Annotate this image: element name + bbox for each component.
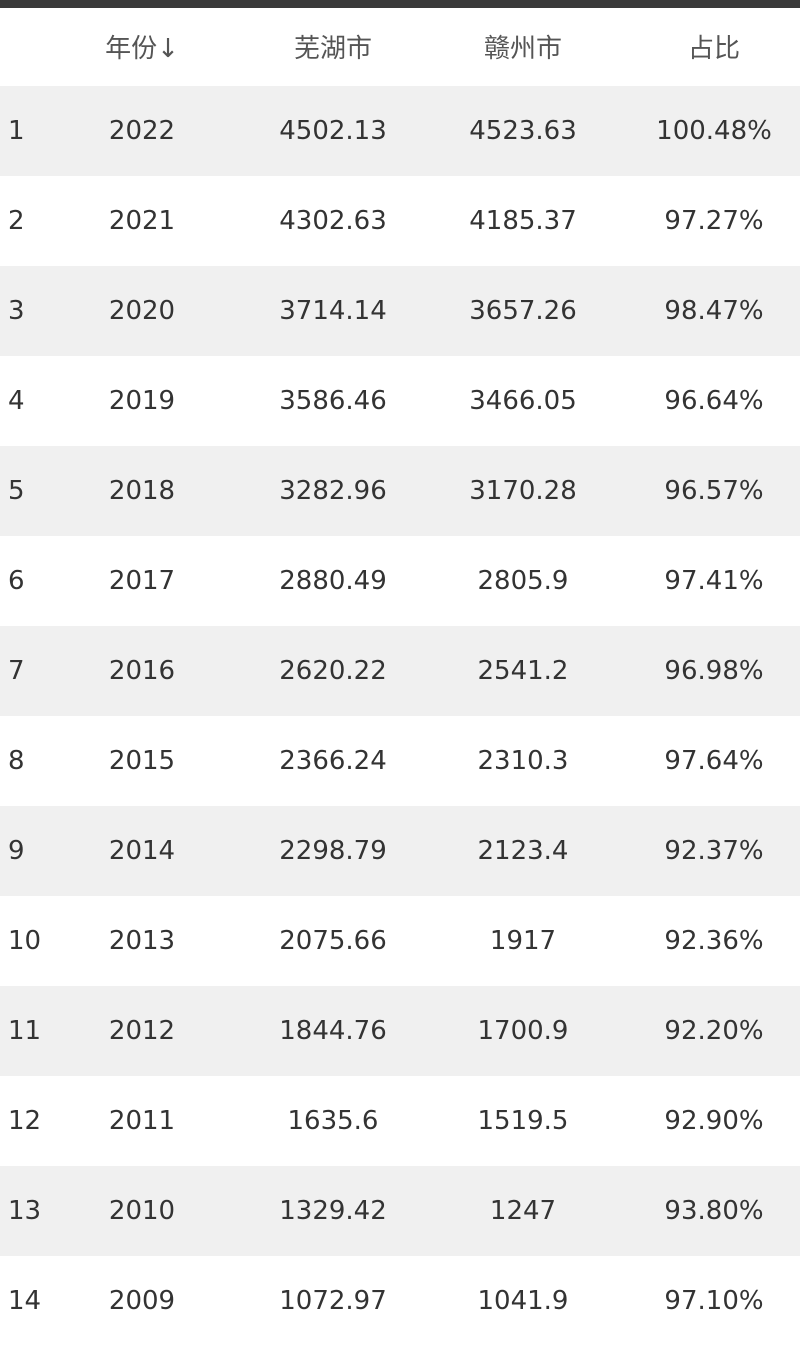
row-index: 7 bbox=[8, 656, 25, 686]
row-index: 10 bbox=[8, 926, 42, 956]
row-index: 2 bbox=[8, 206, 25, 236]
row-index: 6 bbox=[8, 566, 25, 596]
table-cell: 96.98% bbox=[664, 656, 764, 686]
table-row: 3 2020 3714.14 3657.26 98.47% bbox=[0, 266, 800, 356]
table-cell: 3466.05 bbox=[469, 386, 577, 416]
table-cell: 92.37% bbox=[664, 836, 764, 866]
table-row: 4 2019 3586.46 3466.05 96.64% bbox=[0, 356, 800, 446]
table-row: 5 2018 3282.96 3170.28 96.57% bbox=[0, 446, 800, 536]
table-cell: 3714.14 bbox=[279, 296, 387, 326]
table-row: 6 2017 2880.49 2805.9 97.41% bbox=[0, 536, 800, 626]
table-row: 10 2013 2075.66 1917 92.36% bbox=[0, 896, 800, 986]
table-cell: 3170.28 bbox=[469, 476, 577, 506]
table-row: 7 2016 2620.22 2541.2 96.98% bbox=[0, 626, 800, 716]
row-index: 5 bbox=[8, 476, 25, 506]
table-row: 2 2021 4302.63 4185.37 97.27% bbox=[0, 176, 800, 266]
table-cell: 2020 bbox=[108, 296, 176, 326]
table-cell: 92.20% bbox=[664, 1016, 764, 1046]
table-cell: 2880.49 bbox=[279, 566, 387, 596]
table-cell: 97.10% bbox=[664, 1286, 764, 1316]
table-row: 14 2009 1072.97 1041.9 97.10% bbox=[0, 1256, 800, 1346]
table-cell: 2014 bbox=[108, 836, 176, 866]
table-cell: 2075.66 bbox=[279, 926, 387, 956]
row-index: 8 bbox=[8, 746, 25, 776]
table-cell: 2298.79 bbox=[279, 836, 387, 866]
table-row: 11 2012 1844.76 1700.9 92.20% bbox=[0, 986, 800, 1076]
table-cell: 2620.22 bbox=[279, 656, 387, 686]
table-cell: 3282.96 bbox=[279, 476, 387, 506]
row-index: 14 bbox=[8, 1286, 42, 1316]
table-cell: 1635.6 bbox=[287, 1106, 379, 1136]
table-cell: 92.90% bbox=[664, 1106, 764, 1136]
table-cell: 1072.97 bbox=[279, 1286, 387, 1316]
header-cell: 年份↓ bbox=[105, 33, 179, 64]
table-cell: 93.80% bbox=[664, 1196, 764, 1226]
table-cell: 2019 bbox=[108, 386, 176, 416]
table-cell: 2022 bbox=[108, 116, 176, 146]
table-cell: 1041.9 bbox=[477, 1286, 569, 1316]
header-cell: 芜湖市 bbox=[293, 33, 372, 64]
table-cell: 4502.13 bbox=[279, 116, 387, 146]
table-cell: 3657.26 bbox=[469, 296, 577, 326]
table-cell: 2123.4 bbox=[477, 836, 569, 866]
table-row: 9 2014 2298.79 2123.4 92.37% bbox=[0, 806, 800, 896]
header-cell: 赣州市 bbox=[483, 33, 562, 64]
table-row: 1 2022 4502.13 4523.63 100.48% bbox=[0, 86, 800, 176]
table-cell: 2011 bbox=[108, 1106, 176, 1136]
row-index: 13 bbox=[8, 1196, 42, 1226]
table-row: 13 2010 1329.42 1247 93.80% bbox=[0, 1166, 800, 1256]
table-cell: 2013 bbox=[108, 926, 176, 956]
table-cell: 96.64% bbox=[664, 386, 764, 416]
table-cell: 3586.46 bbox=[279, 386, 387, 416]
table-cell: 97.41% bbox=[664, 566, 764, 596]
row-index: 1 bbox=[8, 116, 25, 146]
table-cell: 2366.24 bbox=[279, 746, 387, 776]
table-cell: 4302.63 bbox=[279, 206, 387, 236]
table-cell: 1700.9 bbox=[477, 1016, 569, 1046]
table-cell: 1844.76 bbox=[279, 1016, 387, 1046]
table-cell: 2805.9 bbox=[477, 566, 569, 596]
table-row: 8 2015 2366.24 2310.3 97.64% bbox=[0, 716, 800, 806]
table-cell: 2021 bbox=[108, 206, 176, 236]
row-index: 9 bbox=[8, 836, 25, 866]
row-index: 12 bbox=[8, 1106, 42, 1136]
table-cell: 2010 bbox=[108, 1196, 176, 1226]
table-cell: 2009 bbox=[108, 1286, 176, 1316]
table-cell: 4523.63 bbox=[469, 116, 577, 146]
table-cell: 1247 bbox=[489, 1196, 557, 1226]
table-cell: 92.36% bbox=[664, 926, 764, 956]
row-index: 11 bbox=[8, 1016, 42, 1046]
table-cell: 100.48% bbox=[656, 116, 772, 146]
row-index: 4 bbox=[8, 386, 25, 416]
table-cell: 2012 bbox=[108, 1016, 176, 1046]
page: 年份↓ 芜湖市 赣州市 占比 1 2022 4502.13 4523.63 100.48% 2 20… bbox=[0, 0, 800, 1316]
table-cell: 2541.2 bbox=[477, 656, 569, 686]
header-row: 年份↓ 芜湖市 赣州市 占比 bbox=[0, 8, 800, 84]
table-cell: 2017 bbox=[108, 566, 176, 596]
table-cell: 97.64% bbox=[664, 746, 764, 776]
table-cell: 1917 bbox=[489, 926, 557, 956]
table-cell: 97.27% bbox=[664, 206, 764, 236]
table-cell: 2015 bbox=[108, 746, 176, 776]
table-cell: 2018 bbox=[108, 476, 176, 506]
table-cell: 4185.37 bbox=[469, 206, 577, 236]
header-cell: 占比 bbox=[687, 33, 740, 64]
row-index: 3 bbox=[8, 296, 25, 326]
table-cell: 2310.3 bbox=[477, 746, 569, 776]
table-row: 12 2011 1635.6 1519.5 92.90% bbox=[0, 1076, 800, 1166]
table-cell: 98.47% bbox=[664, 296, 764, 326]
top-bar bbox=[0, 0, 800, 8]
table-cell: 1329.42 bbox=[279, 1196, 387, 1226]
table-cell: 96.57% bbox=[664, 476, 764, 506]
table-cell: 2016 bbox=[108, 656, 176, 686]
table-cell: 1519.5 bbox=[477, 1106, 569, 1136]
